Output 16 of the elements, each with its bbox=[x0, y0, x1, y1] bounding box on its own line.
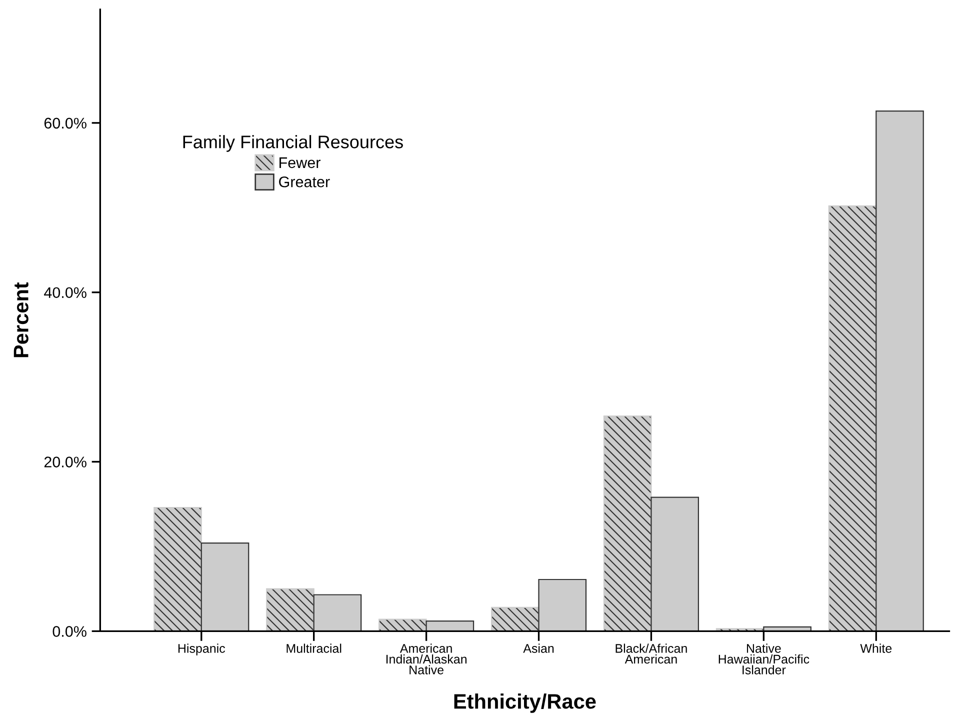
legend-title: Family Financial Resources bbox=[183, 135, 403, 152]
x-axis-title: Ethnicity/Race bbox=[454, 693, 596, 713]
y-tick-label: 20.0% bbox=[44, 456, 86, 468]
x-tick-label: Asian bbox=[523, 644, 554, 653]
x-tick-label: White bbox=[860, 644, 892, 653]
x-tick-label: American Indian/Alaskan Native bbox=[386, 644, 466, 674]
y-axis-title: Percent bbox=[14, 282, 28, 358]
legend-label: Fewer bbox=[280, 157, 320, 168]
y-tick-label: 60.0% bbox=[44, 118, 86, 129]
legend-label: Greater bbox=[279, 176, 330, 188]
y-tick-label: 40.0% bbox=[44, 287, 86, 298]
x-tick-label: Hispanic bbox=[178, 644, 226, 656]
x-tick-label: Native Hawaiian/Pacific Islander bbox=[718, 644, 810, 674]
x-tick-label: Multiracial bbox=[286, 644, 342, 653]
y-tick-label: 0.0% bbox=[52, 626, 86, 637]
x-tick-label: Black/African American bbox=[616, 644, 687, 664]
